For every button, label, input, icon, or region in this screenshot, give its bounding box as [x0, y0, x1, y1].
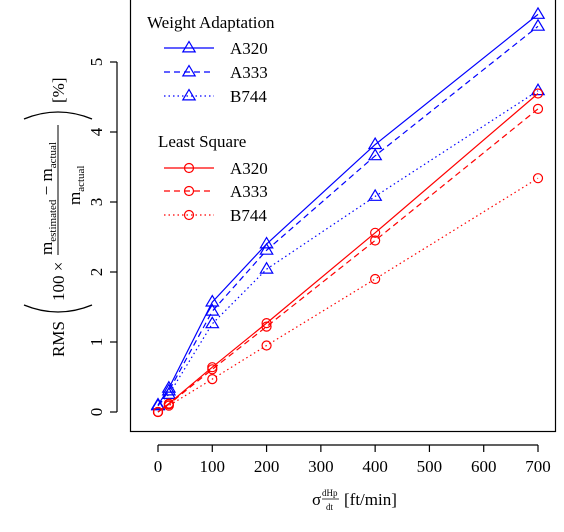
- x-tick-label: 500: [417, 457, 443, 476]
- triangle-marker: [181, 40, 197, 53]
- circle-marker: [261, 321, 272, 332]
- y-axis-label: RMS 100 × mestimated − mactual mactual […: [23, 78, 93, 357]
- legend-title: Least Square: [158, 132, 246, 151]
- x-axis-label: σ: [312, 490, 321, 509]
- series-line: [157, 13, 539, 406]
- y-label-factor: 100 ×: [49, 262, 68, 301]
- triangle-marker: [205, 294, 220, 307]
- triangle-marker: [259, 261, 274, 274]
- x-label-sub: dt: [326, 502, 334, 512]
- circle-marker: [370, 227, 381, 238]
- triangle-marker: [205, 303, 220, 316]
- circle-marker: [183, 162, 195, 174]
- legend-item-label: A320: [230, 159, 268, 178]
- x-tick-label: 100: [200, 457, 226, 476]
- triangle-marker: [530, 6, 546, 19]
- circle-marker: [532, 88, 544, 99]
- circle-marker: [370, 235, 381, 246]
- series-layer: [150, 6, 546, 418]
- circle-marker: [207, 364, 218, 375]
- x-tick-label: 200: [254, 457, 280, 476]
- series-line: [157, 177, 539, 413]
- legend-item-label: B744: [230, 87, 267, 106]
- x-axis: 0 100 200 300 400 500 600 700: [154, 444, 551, 476]
- series-ls-a333: [152, 103, 544, 418]
- legend-item-label: A333: [230, 63, 268, 82]
- series-ls-b744: [152, 173, 544, 418]
- legend-item-label: A320: [230, 39, 268, 58]
- circle-marker: [152, 406, 164, 418]
- series-wa-a333: [150, 18, 546, 411]
- circle-marker: [163, 400, 174, 411]
- triangle-marker: [161, 386, 177, 399]
- y-tick-label: 4: [87, 127, 106, 136]
- y-tick-label: 2: [87, 268, 106, 277]
- legend-item-label: A333: [230, 182, 268, 201]
- circle-marker: [207, 374, 218, 385]
- x-label-unit: [ft/min]: [344, 490, 397, 509]
- x-tick-label: 300: [308, 457, 334, 476]
- circle-marker: [532, 173, 544, 184]
- y-label-numerator: mestimated − mactual: [37, 142, 59, 255]
- y-axis: 0 1 2 3 4 5: [87, 58, 118, 417]
- circle-marker: [261, 340, 272, 351]
- series-wa-b744: [150, 83, 546, 411]
- x-tick-label: 0: [154, 457, 163, 476]
- triangle-marker: [530, 18, 546, 31]
- x-tick-label: 600: [471, 457, 497, 476]
- y-label-unit: [%]: [49, 78, 68, 103]
- triangle-marker: [259, 242, 274, 255]
- x-label-sup: dHp: [322, 488, 338, 498]
- y-label-left-paren: [23, 304, 93, 313]
- x-label-sigma: σ: [312, 490, 321, 509]
- triangle-marker: [367, 148, 383, 161]
- triangle-marker: [205, 316, 220, 329]
- circle-marker: [183, 209, 195, 221]
- y-tick-label: 3: [87, 198, 106, 207]
- triangle-marker: [181, 88, 197, 101]
- triangle-marker: [367, 188, 383, 201]
- series-line: [157, 25, 539, 407]
- x-tick-label: 700: [525, 457, 551, 476]
- x-tick-label: 400: [362, 457, 388, 476]
- y-tick-label: 0: [87, 408, 106, 417]
- plot-frame: [129, 0, 557, 433]
- triangle-marker: [161, 383, 177, 396]
- circle-marker: [532, 103, 544, 115]
- circle-marker: [370, 273, 381, 285]
- circle-marker: [183, 185, 195, 197]
- legend: Weight Adaptation A320 A333 B744 Least Squar…: [147, 13, 275, 225]
- triangle-marker: [367, 136, 383, 150]
- legend-title: Weight Adaptation: [147, 13, 275, 32]
- y-label-right-paren: [23, 111, 93, 120]
- series-line: [157, 108, 539, 413]
- triangle-marker: [161, 380, 177, 393]
- series-line: [157, 90, 539, 407]
- triangle-marker: [181, 64, 197, 77]
- y-label-denominator: mactual: [65, 166, 87, 206]
- triangle-marker: [259, 236, 274, 249]
- legend-item-label: B744: [230, 206, 267, 225]
- triangle-marker: [530, 83, 546, 96]
- y-label-rms: RMS: [49, 321, 68, 357]
- y-tick-label: 5: [87, 58, 106, 67]
- y-tick-label: 1: [87, 338, 106, 347]
- triangle-marker: [150, 398, 166, 411]
